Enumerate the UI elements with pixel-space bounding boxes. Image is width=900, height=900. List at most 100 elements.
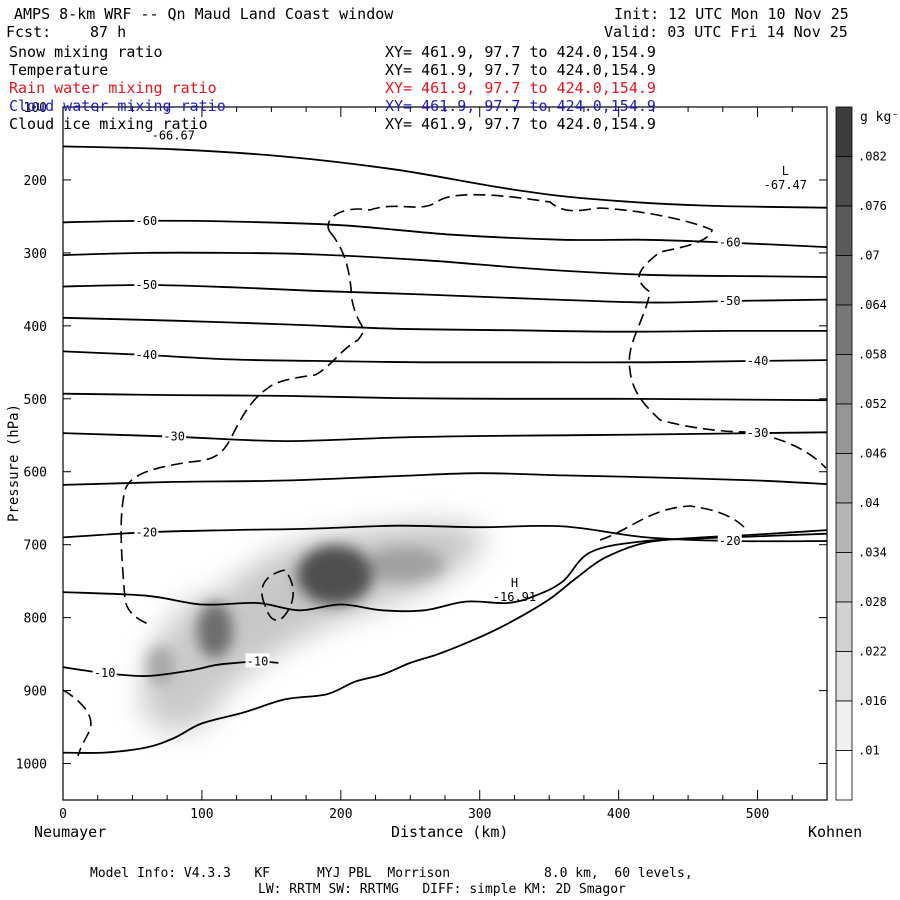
isotherm-label-bg — [134, 212, 159, 227]
isotherm-line — [63, 251, 827, 278]
isotherm-label-bg — [134, 276, 159, 291]
forecast-hour: 87 h — [90, 23, 127, 41]
y-tick-label: 500 — [24, 393, 47, 408]
colorbar-swatch — [835, 601, 853, 652]
isotherm-label-bg — [162, 428, 187, 443]
x-tick-label: 200 — [329, 807, 352, 822]
isotherm-line — [63, 145, 827, 209]
colorbar-label: .028 — [858, 595, 887, 609]
field-xy-range: XY= 461.9, 97.7 to 424.0,154.9 — [385, 43, 656, 61]
x-tick-label: 300 — [468, 807, 491, 822]
isotherm-line — [63, 316, 827, 333]
isotherm-line — [63, 392, 827, 402]
field-xy-range: XY= 461.9, 97.7 to 424.0,154.9 — [385, 97, 656, 115]
y-tick-label: 300 — [24, 247, 47, 262]
colorbar-swatch — [835, 403, 853, 454]
y-tick-label: 200 — [24, 174, 47, 189]
y-tick-label: 800 — [24, 612, 47, 627]
isotherm-line — [63, 472, 827, 486]
field-name: Rain water mixing ratio — [9, 79, 217, 97]
isotherm-label-right: -30 — [747, 426, 769, 440]
temperature-contours — [63, 145, 827, 677]
y-tick-label: 700 — [24, 539, 47, 554]
colorbar-label: .034 — [858, 546, 887, 560]
model-physics: LW: RRTM SW: RRTMG DIFF: simple KM: 2D S… — [258, 882, 626, 897]
low-value: -67.47 — [764, 178, 807, 192]
colorbar-swatch — [835, 502, 853, 553]
x-axis-label: Distance (km) — [391, 823, 509, 841]
contour-extra-label: -66.67 — [152, 128, 195, 142]
field-xy-range: XY= 461.9, 97.7 to 424.0,154.9 — [385, 61, 656, 79]
colorbar-swatch — [835, 651, 853, 702]
colorbar-label: .046 — [858, 447, 887, 461]
isotherm-label-bg — [92, 665, 117, 680]
colorbar-label: .016 — [858, 694, 887, 708]
isotherm-line — [63, 524, 827, 543]
y-tick-label: 1000 — [16, 758, 47, 773]
isotherm-label-bg — [134, 347, 159, 362]
snow-core-main — [297, 545, 373, 605]
cloud-ice-contour-lobe — [261, 569, 294, 622]
isotherm-line — [63, 532, 827, 613]
axes: 100 200 300 400 500 600 700 800 900 1000 0 100 200 30… — [16, 101, 828, 822]
colorbar-label: .052 — [858, 397, 887, 411]
colorbar-label: .076 — [858, 199, 887, 213]
isotherm-line — [63, 431, 827, 443]
chart-title: AMPS 8-km WRF -- Qn Maud Land Coast wind… — [14, 5, 394, 23]
right-station-label: Kohnen — [808, 823, 863, 841]
isotherm-label-left: -30 — [163, 430, 185, 444]
terrain-line — [62, 529, 828, 754]
model-info: Model Info: V4.3.3 KF MYJ PBL Morrison 8… — [90, 866, 693, 881]
y-axis-label: Pressure (hPa) — [6, 403, 22, 522]
colorbar-label: .082 — [858, 150, 887, 164]
isotherm-label-left: -40 — [136, 348, 158, 362]
isotherm-line — [63, 284, 827, 304]
colorbar: .082 .076 .07 .064 .058 .052 .046 .04 .034 .028 .0… — [835, 106, 887, 801]
colorbar-swatch — [835, 156, 853, 207]
field-name: Cloud ice mixing ratio — [9, 115, 208, 133]
cloud-ice-contour-east — [599, 505, 746, 541]
x-tick-label: 500 — [746, 807, 769, 822]
y-tick-label: 600 — [24, 466, 47, 481]
colorbar-label: .01 — [858, 744, 880, 758]
y-tick-label: 900 — [24, 685, 47, 700]
colorbar-swatch — [835, 354, 853, 405]
colorbar-label: .064 — [858, 298, 887, 312]
isotherm-label-bg — [134, 524, 159, 539]
colorbar-swatch — [835, 205, 853, 256]
isotherm-label-left: -20 — [136, 525, 158, 539]
valid-time: Valid: 03 UTC Fri 14 Nov 25 — [604, 23, 848, 41]
x-tick-label: 400 — [607, 807, 630, 822]
field-name: Temperature — [9, 61, 109, 79]
left-station-label: Neumayer — [34, 823, 107, 841]
field-name: Snow mixing ratio — [9, 43, 163, 61]
colorbar-unit: g kg⁻¹ — [860, 110, 900, 125]
colorbar-swatch — [835, 255, 853, 306]
field-xy-range: XY= 461.9, 97.7 to 424.0,154.9 — [385, 115, 656, 133]
isotherm-label-bg — [717, 293, 742, 308]
isotherm-label-right: -20 — [719, 534, 741, 548]
isotherm-label-left: -50 — [136, 278, 158, 292]
isotherm-label-bg — [717, 533, 742, 548]
field-name: Cloud water mixing ratio — [9, 97, 226, 115]
high-marker: H — [511, 576, 518, 590]
y-tick-label: 100 — [24, 101, 47, 116]
init-time: Init: 12 UTC Mon 10 Nov 25 — [614, 5, 849, 23]
isotherm-label-bg — [745, 425, 770, 440]
x-tick-label: 0 — [59, 807, 67, 822]
isotherm-label-bg — [717, 234, 742, 249]
x-tick-label: 100 — [190, 807, 213, 822]
colorbar-label: .058 — [858, 348, 887, 362]
field-xy-range: XY= 461.9, 97.7 to 424.0,154.9 — [385, 79, 656, 97]
temperature-labels: -10 -10 -20 -20 -30 -30 -40 -40 -50 -50 -60 -60 L-67… — [92, 128, 807, 680]
snow-shading — [140, 522, 484, 732]
isotherm-line — [63, 219, 827, 248]
y-tick-label: 400 — [24, 320, 47, 335]
low-marker: L — [782, 164, 789, 178]
high-value: -16.91 — [493, 590, 536, 604]
colorbar-label: .07 — [858, 249, 880, 263]
isotherm-label-right: -50 — [719, 294, 741, 308]
colorbar-swatch — [835, 552, 853, 603]
colorbar-swatch — [835, 453, 853, 504]
